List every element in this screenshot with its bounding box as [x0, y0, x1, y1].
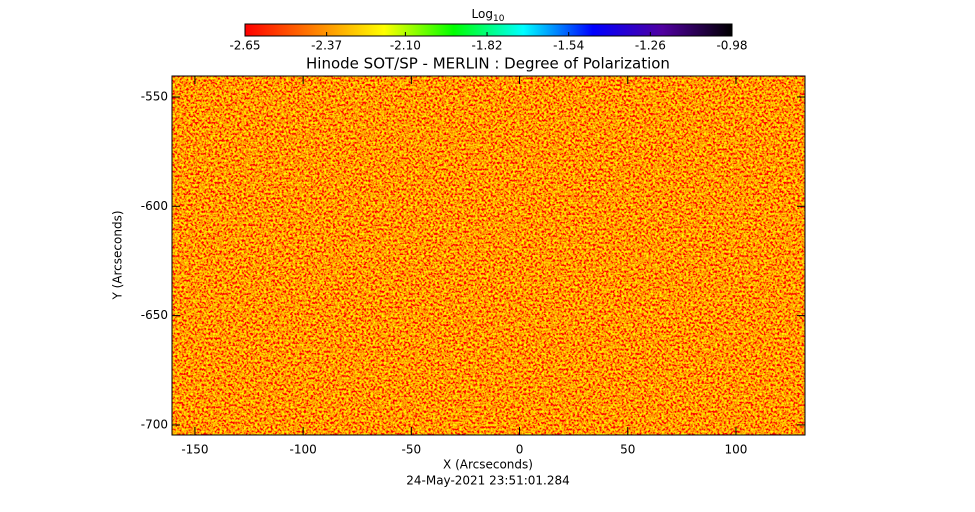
y-tick-label: -650 [141, 308, 168, 322]
x-tick-label: -150 [181, 443, 208, 457]
colorbar-tick-label: -1.82 [472, 39, 503, 53]
y-tick-label: -550 [141, 89, 168, 103]
colorbar-tick-label: -1.54 [553, 39, 584, 53]
x-tick-label: 100 [725, 443, 748, 457]
colorbar [244, 23, 733, 37]
colorbar-tick-label: -2.65 [229, 39, 260, 53]
colorbar-tick-label: -1.26 [635, 39, 666, 53]
plot-frame [171, 75, 806, 436]
chart-title: Hinode SOT/SP - MERLIN : Degree of Polar… [306, 55, 670, 73]
x-tick-label: -100 [290, 443, 317, 457]
heatmap-image [172, 76, 805, 435]
colorbar-label: Log10 [472, 7, 505, 24]
colorbar-tick-label: -2.37 [311, 39, 342, 53]
x-tick-label: 50 [620, 443, 635, 457]
x-axis-label: X (Arcseconds) [443, 458, 533, 472]
colorbar-tick-label: -0.98 [716, 39, 747, 53]
colorbar-tick-label: -2.10 [390, 39, 421, 53]
y-axis-label: Y (Arcseconds) [111, 210, 125, 300]
y-tick-label: -700 [141, 417, 168, 431]
footnote: 24-May-2021 23:51:01.284 [406, 474, 570, 488]
x-tick-label: -50 [402, 443, 422, 457]
x-tick-label: 0 [516, 443, 524, 457]
y-tick-label: -600 [141, 199, 168, 213]
